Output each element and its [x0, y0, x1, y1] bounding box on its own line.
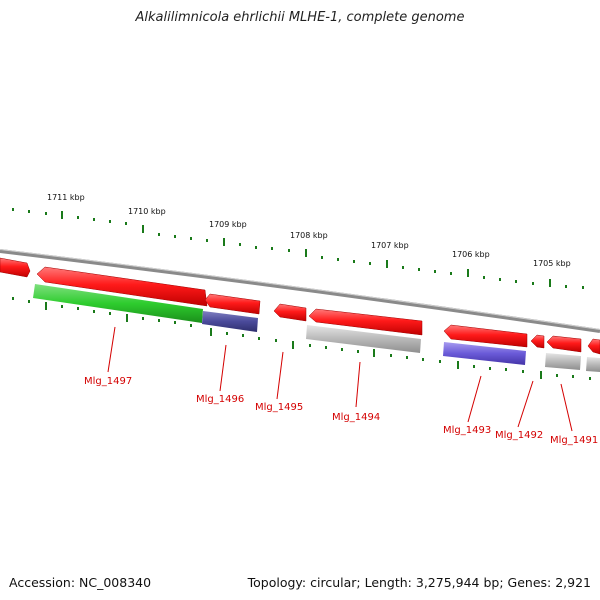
- gene-label: Mlg_1497: [84, 376, 132, 387]
- cds-bar-navy: [202, 311, 258, 332]
- genome-backbone: [0, 249, 600, 333]
- gene-label: Mlg_1494: [332, 412, 380, 423]
- scale-label: 1705 kbp: [533, 259, 571, 268]
- gene-leaders: [107, 326, 573, 432]
- scale-label: 1711 kbp: [47, 193, 85, 202]
- gene-arrow-left-edge: [0, 257, 31, 278]
- cds-bar-grey: [306, 325, 421, 353]
- scale-ticks-lower: [12, 297, 591, 380]
- accession-text: Accession: NC_008340: [9, 575, 152, 590]
- cds-bar-grey: [545, 353, 581, 370]
- gene-label: Mlg_1493: [443, 425, 491, 436]
- cds-features: [33, 284, 600, 372]
- gene-arrow-right-edge: [587, 338, 600, 355]
- cds-bar-grey: [586, 357, 600, 372]
- gene-arrow-mlg-1492: [530, 334, 545, 349]
- scale-label: 1710 kbp: [128, 207, 166, 216]
- genome-backbone-highlight: [0, 249, 600, 330]
- gene-arrow-mlg-1496: [204, 293, 261, 315]
- forward-genes: [0, 257, 600, 355]
- gene-arrow-mlg-1493: [443, 324, 528, 348]
- scale-label: 1706 kbp: [452, 250, 490, 259]
- scale-label: 1707 kbp: [371, 241, 409, 250]
- gene-arrow-mlg-1494: [308, 308, 423, 336]
- genome-title: Alkalilimnicola ehrlichii MLHE-1, comple…: [135, 10, 465, 25]
- gene-arrow-mlg-1495: [273, 303, 307, 322]
- gene-label: Mlg_1492: [495, 430, 543, 441]
- cds-bar-blue: [443, 342, 526, 365]
- topology-text: Topology: circular; Length: 3,275,944 bp…: [247, 575, 591, 590]
- cds-bar-green: [33, 284, 203, 323]
- gene-label: Mlg_1491: [550, 435, 598, 446]
- gene-arrow-mlg-1497: [36, 266, 208, 307]
- scale-label: 1709 kbp: [209, 220, 247, 229]
- scale-ticks-upper: [12, 208, 584, 289]
- scale-label: 1708 kbp: [290, 231, 328, 240]
- gene-label: Mlg_1495: [255, 402, 303, 413]
- gene-label: Mlg_1496: [196, 394, 244, 405]
- gene-arrow-mlg-1491: [546, 335, 582, 353]
